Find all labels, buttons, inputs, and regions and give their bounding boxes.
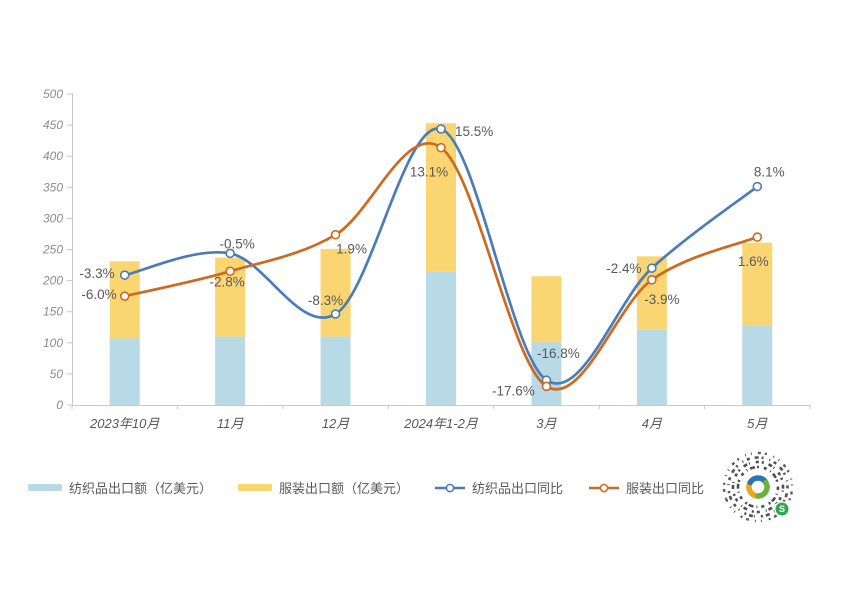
bar-apparel-exports [531, 276, 562, 343]
chart-legend: 纺织品出口额（亿美元） 服装出口额（亿美元） 纺织品出口同比 服装出口同比 [28, 478, 704, 497]
line-textile-yoy-data-label: -3.3% [79, 266, 114, 281]
qr-center-logo [746, 475, 770, 499]
x-axis-label: 5月 [747, 416, 768, 431]
legend-label: 服装出口同比 [626, 481, 705, 496]
line-apparel-yoy-marker [647, 275, 657, 285]
combo-chart: 0 50 100 150 200 250 300 350 400 450 500 2023年10月 11… [42, 87, 811, 431]
line-apparel-yoy-data-label: 1.6% [738, 254, 769, 269]
y-axis-tick-label: 250 [42, 243, 63, 257]
bar-textile-exports [426, 271, 456, 405]
bar-textile-exports [636, 329, 667, 405]
legend-label: 服装出口额（亿美元） [279, 481, 410, 496]
legend-label: 纺织品出口同比 [472, 481, 564, 496]
line-textile-yoy-marker [436, 124, 446, 134]
y-axis-tick-label: 150 [43, 305, 63, 319]
bar-textile-exports [215, 336, 246, 405]
line-textile-yoy-marker [752, 181, 763, 192]
svg-text:S: S [779, 504, 785, 514]
legend-item: 服装出口额（亿美元） [238, 478, 409, 497]
line-textile-yoy-data-label: 15.5% [455, 124, 493, 139]
x-axis-label: 4月 [642, 416, 663, 431]
bar-textile-exports [109, 338, 140, 405]
legend-label: 纺织品出口额（亿美元） [69, 481, 213, 496]
line-textile-yoy [123, 127, 759, 385]
bar-textile-exports [320, 336, 351, 405]
bar-apparel-exports [320, 248, 351, 337]
legend-item: 服装出口同比 [589, 478, 704, 497]
line-textile-yoy-marker [119, 270, 130, 280]
line-textile-yoy-marker [647, 263, 657, 273]
line-apparel-yoy-data-label: 13.1% [410, 165, 448, 180]
line-apparel-yoy-marker [541, 381, 552, 392]
y-axis-tick-label: 200 [42, 274, 63, 288]
line-textile-yoy-data-label: -2.4% [606, 261, 641, 276]
line-apparel-yoy-marker [119, 291, 130, 301]
y-axis-tick-label: 300 [43, 211, 63, 225]
qr-mini-program-badge: S [774, 501, 790, 517]
line-apparel-yoy-data-label: -2.8% [210, 274, 245, 289]
y-axis-tick-label: 0 [56, 398, 63, 412]
bar-apparel-exports [742, 242, 773, 327]
y-axis-tick-label: 500 [43, 87, 63, 101]
legend-bar-swatch [28, 484, 62, 491]
line-apparel-yoy-marker [752, 232, 763, 242]
bar-textile-exports [742, 326, 773, 405]
y-axis-tick-label: 400 [43, 149, 63, 163]
line-apparel-yoy-marker [436, 142, 446, 153]
line-apparel-yoy-data-label: -3.9% [644, 292, 679, 307]
legend-line-swatch [589, 483, 620, 492]
y-axis-tick-label: 100 [43, 336, 63, 350]
line-apparel-yoy-marker [225, 266, 235, 277]
x-axis-label: 2023年10月 [89, 416, 160, 431]
line-apparel-yoy-marker [330, 229, 341, 240]
line-textile-yoy-marker [330, 309, 341, 319]
legend-item: 纺织品出口额（亿美元） [28, 478, 212, 497]
line-apparel-yoy-data-label: 1.9% [336, 242, 367, 257]
y-axis-tick-label: 450 [43, 118, 63, 132]
y-axis-tick-label: 50 [50, 367, 64, 381]
line-apparel-yoy-data-label: -17.6% [492, 383, 535, 398]
line-textile-yoy-data-label: -0.5% [220, 236, 255, 251]
line-textile-yoy-data-label: 8.1% [754, 165, 785, 180]
qr-code-stamp: S [722, 451, 794, 523]
x-axis-label: 2024年1-2月 [403, 416, 479, 431]
x-axis-label: 12月 [322, 416, 350, 431]
legend-line-swatch [435, 483, 466, 492]
line-apparel-yoy-data-label: -6.0% [81, 287, 116, 302]
line-apparel-yoy [123, 142, 759, 391]
x-axis-label: 11月 [217, 416, 244, 431]
x-axis-label: 3月 [536, 416, 557, 431]
y-axis-tick-label: 350 [43, 180, 63, 194]
legend-item: 纺织品出口同比 [435, 478, 563, 497]
line-textile-yoy-marker [225, 248, 235, 259]
line-textile-yoy-data-label: -8.3% [308, 293, 343, 308]
legend-bar-swatch [238, 484, 273, 491]
line-textile-yoy-data-label: -16.8% [537, 346, 580, 361]
